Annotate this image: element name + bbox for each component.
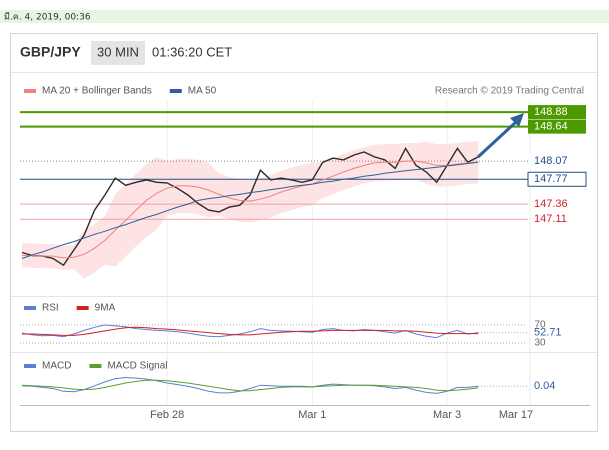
x-tick-label: Feb 28 — [150, 409, 184, 421]
x-tick-label: Mar 1 — [298, 409, 326, 421]
legend-label: MA 20 + Bollinger Bands — [42, 86, 152, 97]
arrow — [476, 120, 518, 159]
series-line — [21, 161, 479, 259]
series-line — [22, 160, 479, 259]
legend-label: MA 50 — [188, 86, 217, 97]
last-value-label: 0.04 — [534, 380, 555, 392]
level-label: 147.11 — [534, 213, 567, 225]
date-bar — [0, 10, 609, 23]
interval-box — [91, 41, 145, 65]
y-tick-label: 30 — [534, 338, 546, 349]
legend-swatch — [89, 364, 102, 368]
series-line — [21, 376, 479, 394]
level-label: 147.36 — [534, 198, 568, 210]
credit: Research © 2019 Trading Central — [435, 86, 584, 97]
date: มี.ค. 4, 2019, 00:36 — [4, 12, 91, 23]
legend-label: 9MA — [95, 303, 116, 314]
series-line — [21, 379, 479, 392]
legend-swatch — [169, 89, 182, 93]
legend-label: RSI — [42, 303, 59, 314]
legend-label: MACD — [42, 361, 71, 372]
interval: 30 MIN — [97, 44, 139, 59]
x-tick-label: Mar 3 — [433, 409, 461, 421]
legend-label: MACD Signal — [107, 361, 167, 372]
level-label: 148.07 — [534, 155, 568, 167]
level-label: 148.88 — [534, 106, 568, 118]
series-line — [22, 326, 479, 336]
level-label-box — [528, 119, 586, 134]
level-label-box — [528, 154, 586, 169]
level-label-box — [528, 105, 586, 120]
arrow-head — [510, 113, 524, 127]
legend-swatch — [24, 364, 36, 368]
series-line — [21, 146, 479, 267]
time: 01:36:20 CET — [152, 44, 232, 59]
bollinger-band — [22, 141, 479, 279]
x-tick-label: Mar 17 — [499, 409, 533, 421]
symbol: GBP/JPY — [20, 44, 81, 60]
level-label: 147.77 — [534, 173, 568, 185]
level-label: 148.64 — [534, 121, 568, 133]
last-value-label: 52.71 — [534, 327, 562, 339]
legend-swatch — [24, 89, 36, 93]
legend-swatch — [24, 306, 36, 310]
y-tick-label: 70 — [534, 320, 546, 331]
legend-swatch — [76, 306, 89, 310]
level-label-box — [527, 171, 587, 187]
